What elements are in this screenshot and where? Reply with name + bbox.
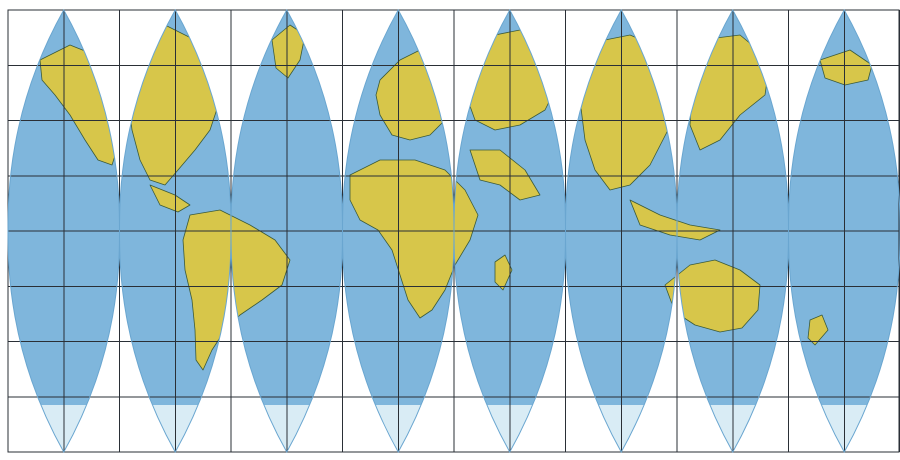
arabia-landmass-1 — [469, 149, 541, 201]
gore-outline-layer — [7, 8, 900, 454]
asia-landmass-3 — [629, 199, 721, 241]
arabia-landmass-2 — [494, 254, 513, 291]
gore-outline-4 — [341, 8, 455, 454]
australia-landmass-2 — [807, 314, 829, 346]
gore-outline-6 — [564, 8, 678, 454]
gore-outline-7 — [676, 8, 790, 454]
gore-outline-1 — [7, 8, 121, 454]
gore-outline-2 — [118, 8, 232, 454]
east-asia-landmass — [819, 49, 873, 86]
gore-outline-5 — [453, 8, 567, 454]
gore-outline-8 — [787, 8, 900, 454]
north-america-landmass-3 — [149, 184, 191, 213]
australia-landmass-1 — [664, 259, 761, 333]
gore-outline-3 — [230, 8, 344, 454]
africa-landmass — [349, 159, 479, 319]
